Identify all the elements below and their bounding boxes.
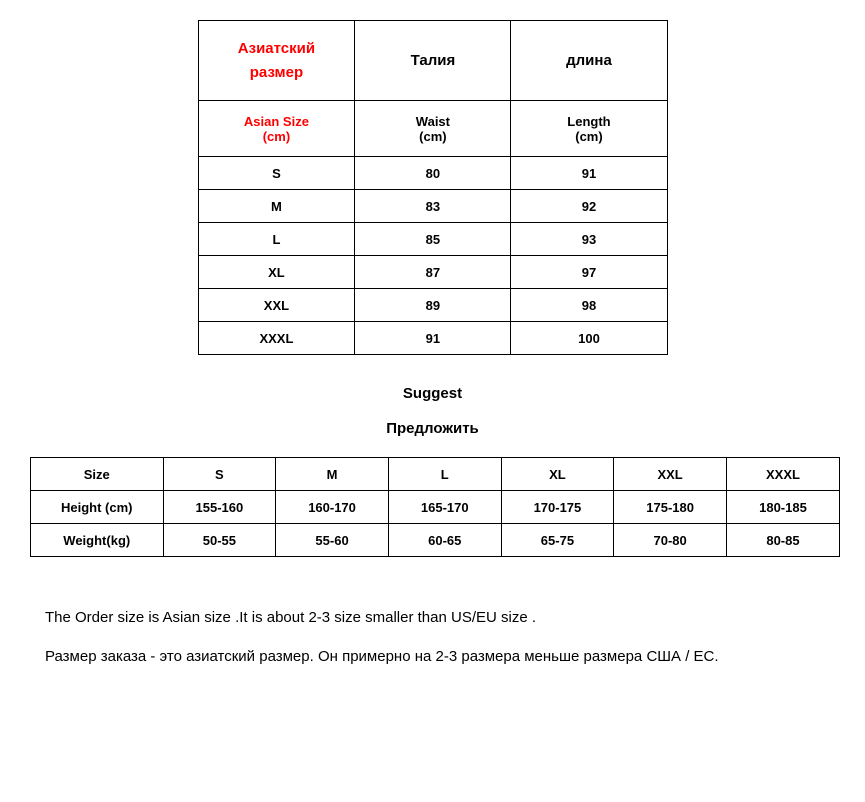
table-row: Size S M L XL XXL XXXL (31, 458, 840, 491)
t1-header-en-2: Length (cm) (511, 101, 667, 157)
cell: S (163, 458, 276, 491)
table-row: M 83 92 (198, 190, 667, 223)
table-row: Weight(kg) 50-55 55-60 60-65 65-75 70-80… (31, 524, 840, 557)
row-label: Size (31, 458, 164, 491)
cell: XXL (198, 289, 355, 322)
cell: 89 (355, 289, 511, 322)
row-label: Height (cm) (31, 491, 164, 524)
cell: 55-60 (276, 524, 389, 557)
t1-header-ru-2: длина (511, 21, 667, 101)
cell: L (388, 458, 501, 491)
cell: 170-175 (501, 491, 614, 524)
cell: 175-180 (614, 491, 727, 524)
notes-block: The Order size is Asian size .It is abou… (30, 607, 835, 667)
cell: XXXL (198, 322, 355, 355)
cell: 93 (511, 223, 667, 256)
cell: XL (501, 458, 614, 491)
cell: 160-170 (276, 491, 389, 524)
text: Waist (416, 114, 450, 129)
cell: 155-160 (163, 491, 276, 524)
suggest-en: Suggest (30, 385, 835, 402)
table-row: XXXL 91 100 (198, 322, 667, 355)
cell: S (198, 157, 355, 190)
table-row: XXL 89 98 (198, 289, 667, 322)
cell: 100 (511, 322, 667, 355)
cell: 91 (355, 322, 511, 355)
cell: 65-75 (501, 524, 614, 557)
cell: M (198, 190, 355, 223)
cell: 91 (511, 157, 667, 190)
cell: 50-55 (163, 524, 276, 557)
t1-header-ru-1: Талия (355, 21, 511, 101)
table-row: L 85 93 (198, 223, 667, 256)
text: Length (567, 114, 610, 129)
cell: 92 (511, 190, 667, 223)
cell: 60-65 (388, 524, 501, 557)
cell: L (198, 223, 355, 256)
row-label: Weight(kg) (31, 524, 164, 557)
cell: XXL (614, 458, 727, 491)
t1-header-en-0: Asian Size (cm) (198, 101, 355, 157)
cell: 80-85 (726, 524, 839, 557)
size-table-suggest: Size S M L XL XXL XXXL Height (cm) 155-1… (30, 457, 840, 557)
cell: 165-170 (388, 491, 501, 524)
cell: M (276, 458, 389, 491)
table-row: S 80 91 (198, 157, 667, 190)
t1-header-ru-0: Азиатский размер (198, 21, 355, 101)
cell: XXXL (726, 458, 839, 491)
size-table-main: Азиатский размер Талия длина Asian Size … (198, 20, 668, 355)
suggest-heading: Suggest Предложить (30, 385, 835, 437)
t1-header-en-1: Waist (cm) (355, 101, 511, 157)
cell: 98 (511, 289, 667, 322)
cell: 85 (355, 223, 511, 256)
cell: 180-185 (726, 491, 839, 524)
cell: 97 (511, 256, 667, 289)
cell: 87 (355, 256, 511, 289)
cell: XL (198, 256, 355, 289)
note-ru: Размер заказа - это азиатский размер. Он… (45, 646, 820, 667)
suggest-ru: Предложить (30, 420, 835, 437)
text: Азиатский (238, 40, 315, 57)
text: Asian Size (244, 114, 309, 129)
text: (cm) (419, 129, 446, 144)
note-en: The Order size is Asian size .It is abou… (45, 607, 820, 628)
cell: 83 (355, 190, 511, 223)
text: (cm) (575, 129, 602, 144)
text: (cm) (263, 129, 290, 144)
table-row: Height (cm) 155-160 160-170 165-170 170-… (31, 491, 840, 524)
cell: 80 (355, 157, 511, 190)
cell: 70-80 (614, 524, 727, 557)
table-row: XL 87 97 (198, 256, 667, 289)
text: размер (250, 64, 303, 81)
